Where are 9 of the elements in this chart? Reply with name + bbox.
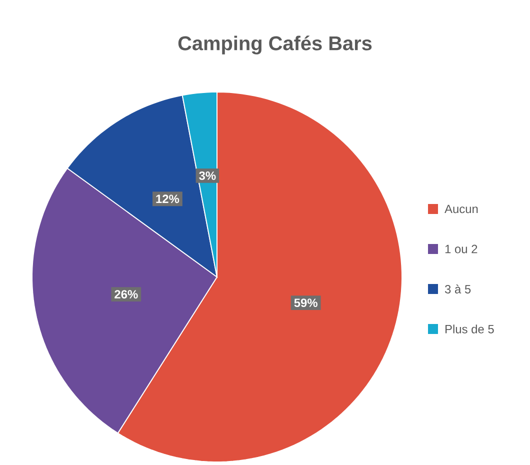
chart-title: Camping Cafés Bars: [178, 36, 372, 54]
data-label: 26%: [114, 290, 138, 299]
data-label: 3%: [199, 171, 216, 180]
data-label: 12%: [156, 194, 180, 204]
legend-label: 3 à 5: [444, 284, 471, 294]
legend-label: Aucun: [444, 204, 478, 214]
legend-label: 1 ou 2: [445, 244, 478, 254]
data-label: 59%: [294, 298, 318, 308]
legend-label: Plus de 5: [446, 324, 494, 334]
